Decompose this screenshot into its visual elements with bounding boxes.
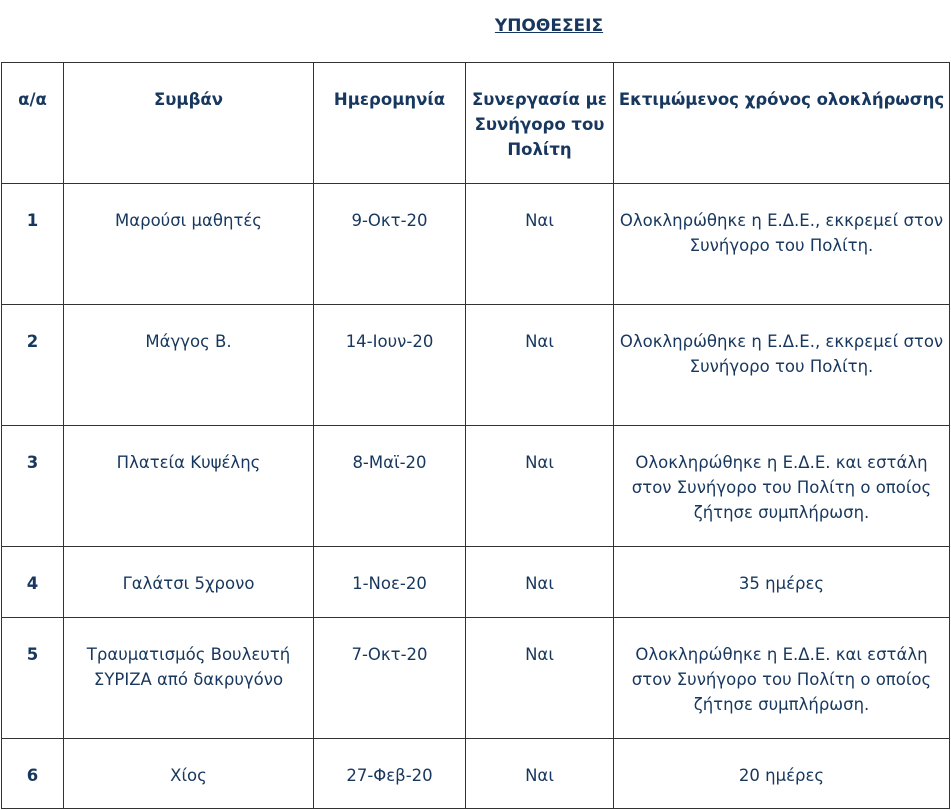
- table-cell: Μάγγος Β.: [63, 304, 314, 426]
- row-number: 3: [1, 425, 64, 547]
- row-number: 2: [1, 304, 64, 426]
- row-number: 4: [1, 546, 64, 618]
- table-cell: Ολοκληρώθηκε η Ε.Δ.Ε. και εστάλη στον Συ…: [613, 425, 950, 547]
- table-cell: 20 ημέρες: [613, 738, 950, 809]
- title: ΥΠΟΘΕΣΕΙΣ: [494, 16, 604, 36]
- cases-table: α/α Συμβάν Ημερομηνία Συνεργασία με Συνήγορ…: [1, 62, 950, 809]
- table-row: 6 Χίος 27-Φεβ-20 Ναι 20 ημέρες: [1, 738, 950, 809]
- table-cell: Τραυματισμός Βουλευτή ΣΥΡΙΖΑ από δακρυγό…: [63, 617, 314, 739]
- table-cell: Ολοκληρώθηκε η Ε.Δ.Ε., εκκρεμεί στον Συν…: [613, 304, 950, 426]
- row-number: 5: [1, 617, 64, 739]
- table-cell: Ναι: [465, 425, 614, 547]
- header-cell: Συμβάν: [63, 62, 314, 184]
- table-cell: 14-Ιουν-20: [313, 304, 466, 426]
- header-cell: α/α: [1, 62, 64, 184]
- table-cell: Γαλάτσι 5χρονο: [63, 546, 314, 618]
- table-cell: Ναι: [465, 183, 614, 305]
- table-cell: Χίος: [63, 738, 314, 809]
- table-cell: Ολοκληρώθηκε η Ε.Δ.Ε., εκκρεμεί στον Συν…: [613, 183, 950, 305]
- table-row: 3 Πλατεία Κυψέλης 8-Μαϊ-20 Ναι Ολοκληρώθηκε …: [1, 425, 950, 547]
- header-cell: Ημερομηνία: [313, 62, 466, 184]
- table-row: 2 Μάγγος Β. 14-Ιουν-20 Ναι Ολοκληρώθηκε η Ε.…: [1, 304, 950, 426]
- row-number: 6: [1, 738, 64, 809]
- table-cell: 8-Μαϊ-20: [313, 425, 466, 547]
- table-cell: 27-Φεβ-20: [313, 738, 466, 809]
- header-cell: Συνεργασία με Συνήγορο του Πολίτη: [465, 62, 614, 184]
- row-number: 1: [1, 183, 64, 305]
- table-cell: 35 ημέρες: [613, 546, 950, 618]
- table-cell: Ναι: [465, 617, 614, 739]
- table-cell: Πλατεία Κυψέλης: [63, 425, 314, 547]
- header-cell: Εκτιμώμενος χρόνος ολοκλήρωσης: [613, 62, 950, 184]
- table-cell: 7-Οκτ-20: [313, 617, 466, 739]
- table-cell: Μαρούσι μαθητές: [63, 183, 314, 305]
- table-cell: Ναι: [465, 546, 614, 618]
- table-row: 5 Τραυματισμός Βουλευτή ΣΥΡΙΖΑ από δακρυγ…: [1, 617, 950, 739]
- table-cell: Ναι: [465, 738, 614, 809]
- table-cell: Ναι: [465, 304, 614, 426]
- table-cell: Ολοκληρώθηκε η Ε.Δ.Ε. και εστάλη στον Συ…: [613, 617, 950, 739]
- table-cell: 9-Οκτ-20: [313, 183, 466, 305]
- header-row: α/α Συμβάν Ημερομηνία Συνεργασία με Συνήγορ…: [1, 62, 950, 184]
- table-row: 1 Μαρούσι μαθητές 9-Οκτ-20 Ναι Ολοκληρώθηκε …: [1, 183, 950, 305]
- table-row: 4 Γαλάτσι 5χρονο 1-Νοε-20 Ναι 35 ημέρες: [1, 546, 950, 618]
- table-cell: 1-Νοε-20: [313, 546, 466, 618]
